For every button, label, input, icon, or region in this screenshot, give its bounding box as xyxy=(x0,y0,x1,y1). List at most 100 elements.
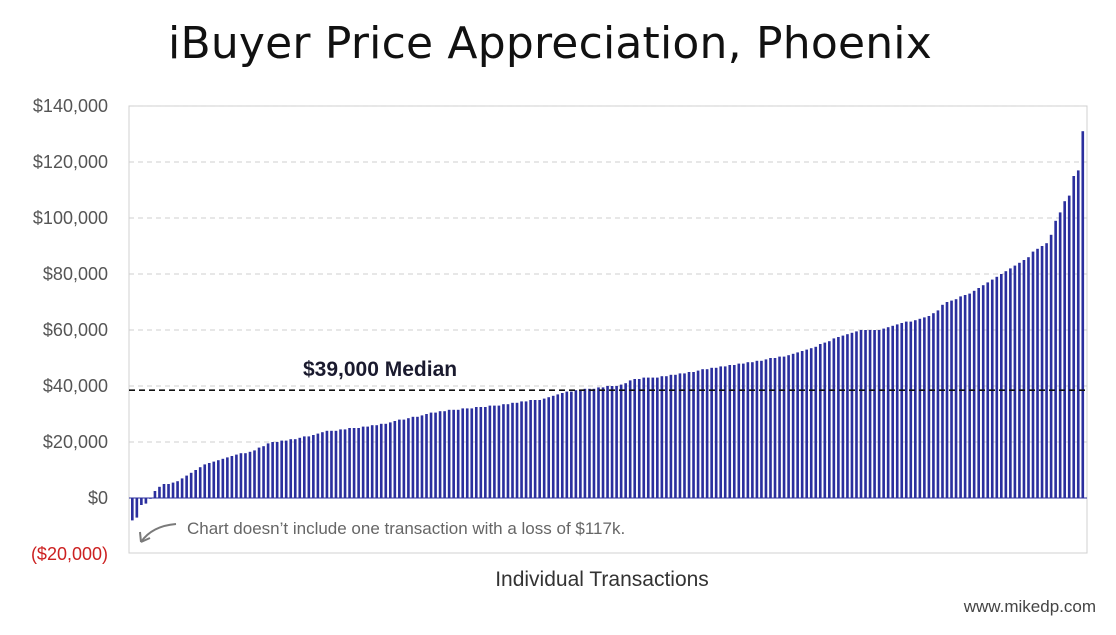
bar xyxy=(687,372,691,498)
bar xyxy=(791,353,795,498)
bar xyxy=(628,380,632,498)
arrowhead-icon xyxy=(139,531,151,543)
bar xyxy=(683,373,686,498)
bar xyxy=(1081,131,1085,498)
bar xyxy=(185,475,188,498)
bar xyxy=(583,388,587,498)
bar xyxy=(131,498,134,521)
bar xyxy=(705,369,709,498)
bar xyxy=(262,446,265,498)
bar xyxy=(837,337,840,498)
bar xyxy=(474,407,478,498)
bar xyxy=(158,486,161,498)
bar xyxy=(560,393,564,498)
bar xyxy=(1049,234,1053,499)
bar xyxy=(972,290,976,498)
bar xyxy=(773,358,777,498)
bar xyxy=(959,296,962,498)
bar xyxy=(592,388,596,498)
bar xyxy=(402,419,406,498)
bar xyxy=(719,366,723,498)
bar xyxy=(230,456,234,498)
bar xyxy=(809,348,813,498)
bar xyxy=(153,491,157,498)
bar xyxy=(642,377,646,498)
bar xyxy=(194,470,197,498)
bar xyxy=(456,409,460,498)
chart-title: iBuyer Price Appreciation, Phoenix xyxy=(168,18,932,69)
bar xyxy=(497,405,501,498)
bar xyxy=(533,400,537,498)
bar xyxy=(696,370,700,498)
bar xyxy=(950,300,953,498)
bar xyxy=(646,377,650,498)
y-axis-ticks: ($20,000) $0 $20,000 $40,000 $60,000 $80,000 $… xyxy=(31,96,108,564)
bar xyxy=(226,457,229,498)
bar xyxy=(597,387,600,498)
bar xyxy=(637,379,641,498)
bar xyxy=(832,338,836,498)
bar xyxy=(855,331,858,498)
bar xyxy=(370,425,374,498)
bar xyxy=(665,376,668,498)
median-marker: $39,000 Median xyxy=(129,358,1087,392)
bar xyxy=(651,377,655,498)
bar xyxy=(551,395,555,498)
bar xyxy=(189,472,193,498)
bar xyxy=(162,484,166,498)
bar xyxy=(547,397,551,498)
bar xyxy=(1067,195,1071,498)
bar xyxy=(1058,212,1062,498)
bar xyxy=(484,407,487,498)
bar xyxy=(1004,271,1008,498)
bar xyxy=(1009,268,1012,498)
bar xyxy=(846,334,849,498)
bar xyxy=(171,482,175,498)
bar xyxy=(524,401,528,498)
bar xyxy=(375,425,379,498)
bar xyxy=(701,369,704,498)
bar xyxy=(425,414,428,498)
bar xyxy=(601,387,605,498)
bar xyxy=(656,377,659,498)
bar xyxy=(941,304,944,498)
bar xyxy=(411,416,415,498)
bar xyxy=(565,391,569,498)
bar xyxy=(968,293,971,498)
bar xyxy=(728,365,732,498)
bar xyxy=(995,276,999,498)
bar xyxy=(434,412,437,498)
bar xyxy=(1022,260,1026,498)
bar xyxy=(235,454,238,498)
bar xyxy=(787,355,790,498)
bar xyxy=(570,391,573,498)
bar xyxy=(316,433,320,498)
bar xyxy=(511,402,514,498)
bar xyxy=(574,390,578,498)
bar xyxy=(479,407,483,498)
bar xyxy=(217,460,220,498)
bar xyxy=(877,330,881,498)
bar xyxy=(135,498,139,518)
bar xyxy=(420,415,424,498)
bar xyxy=(1036,248,1039,498)
bar xyxy=(918,318,922,498)
bar xyxy=(357,428,360,498)
bar xyxy=(520,401,523,498)
bar xyxy=(266,443,270,498)
bar xyxy=(814,346,818,498)
bar xyxy=(977,288,980,498)
bar xyxy=(755,360,759,498)
bar xyxy=(864,330,867,498)
bar xyxy=(542,398,546,498)
bar xyxy=(307,436,311,498)
bar xyxy=(746,362,750,498)
bar xyxy=(271,442,274,498)
bar xyxy=(800,351,804,498)
bar xyxy=(293,439,297,498)
bar xyxy=(914,320,917,498)
bar xyxy=(280,440,283,498)
bar xyxy=(904,321,908,498)
bar xyxy=(461,408,465,498)
bar xyxy=(198,467,202,498)
